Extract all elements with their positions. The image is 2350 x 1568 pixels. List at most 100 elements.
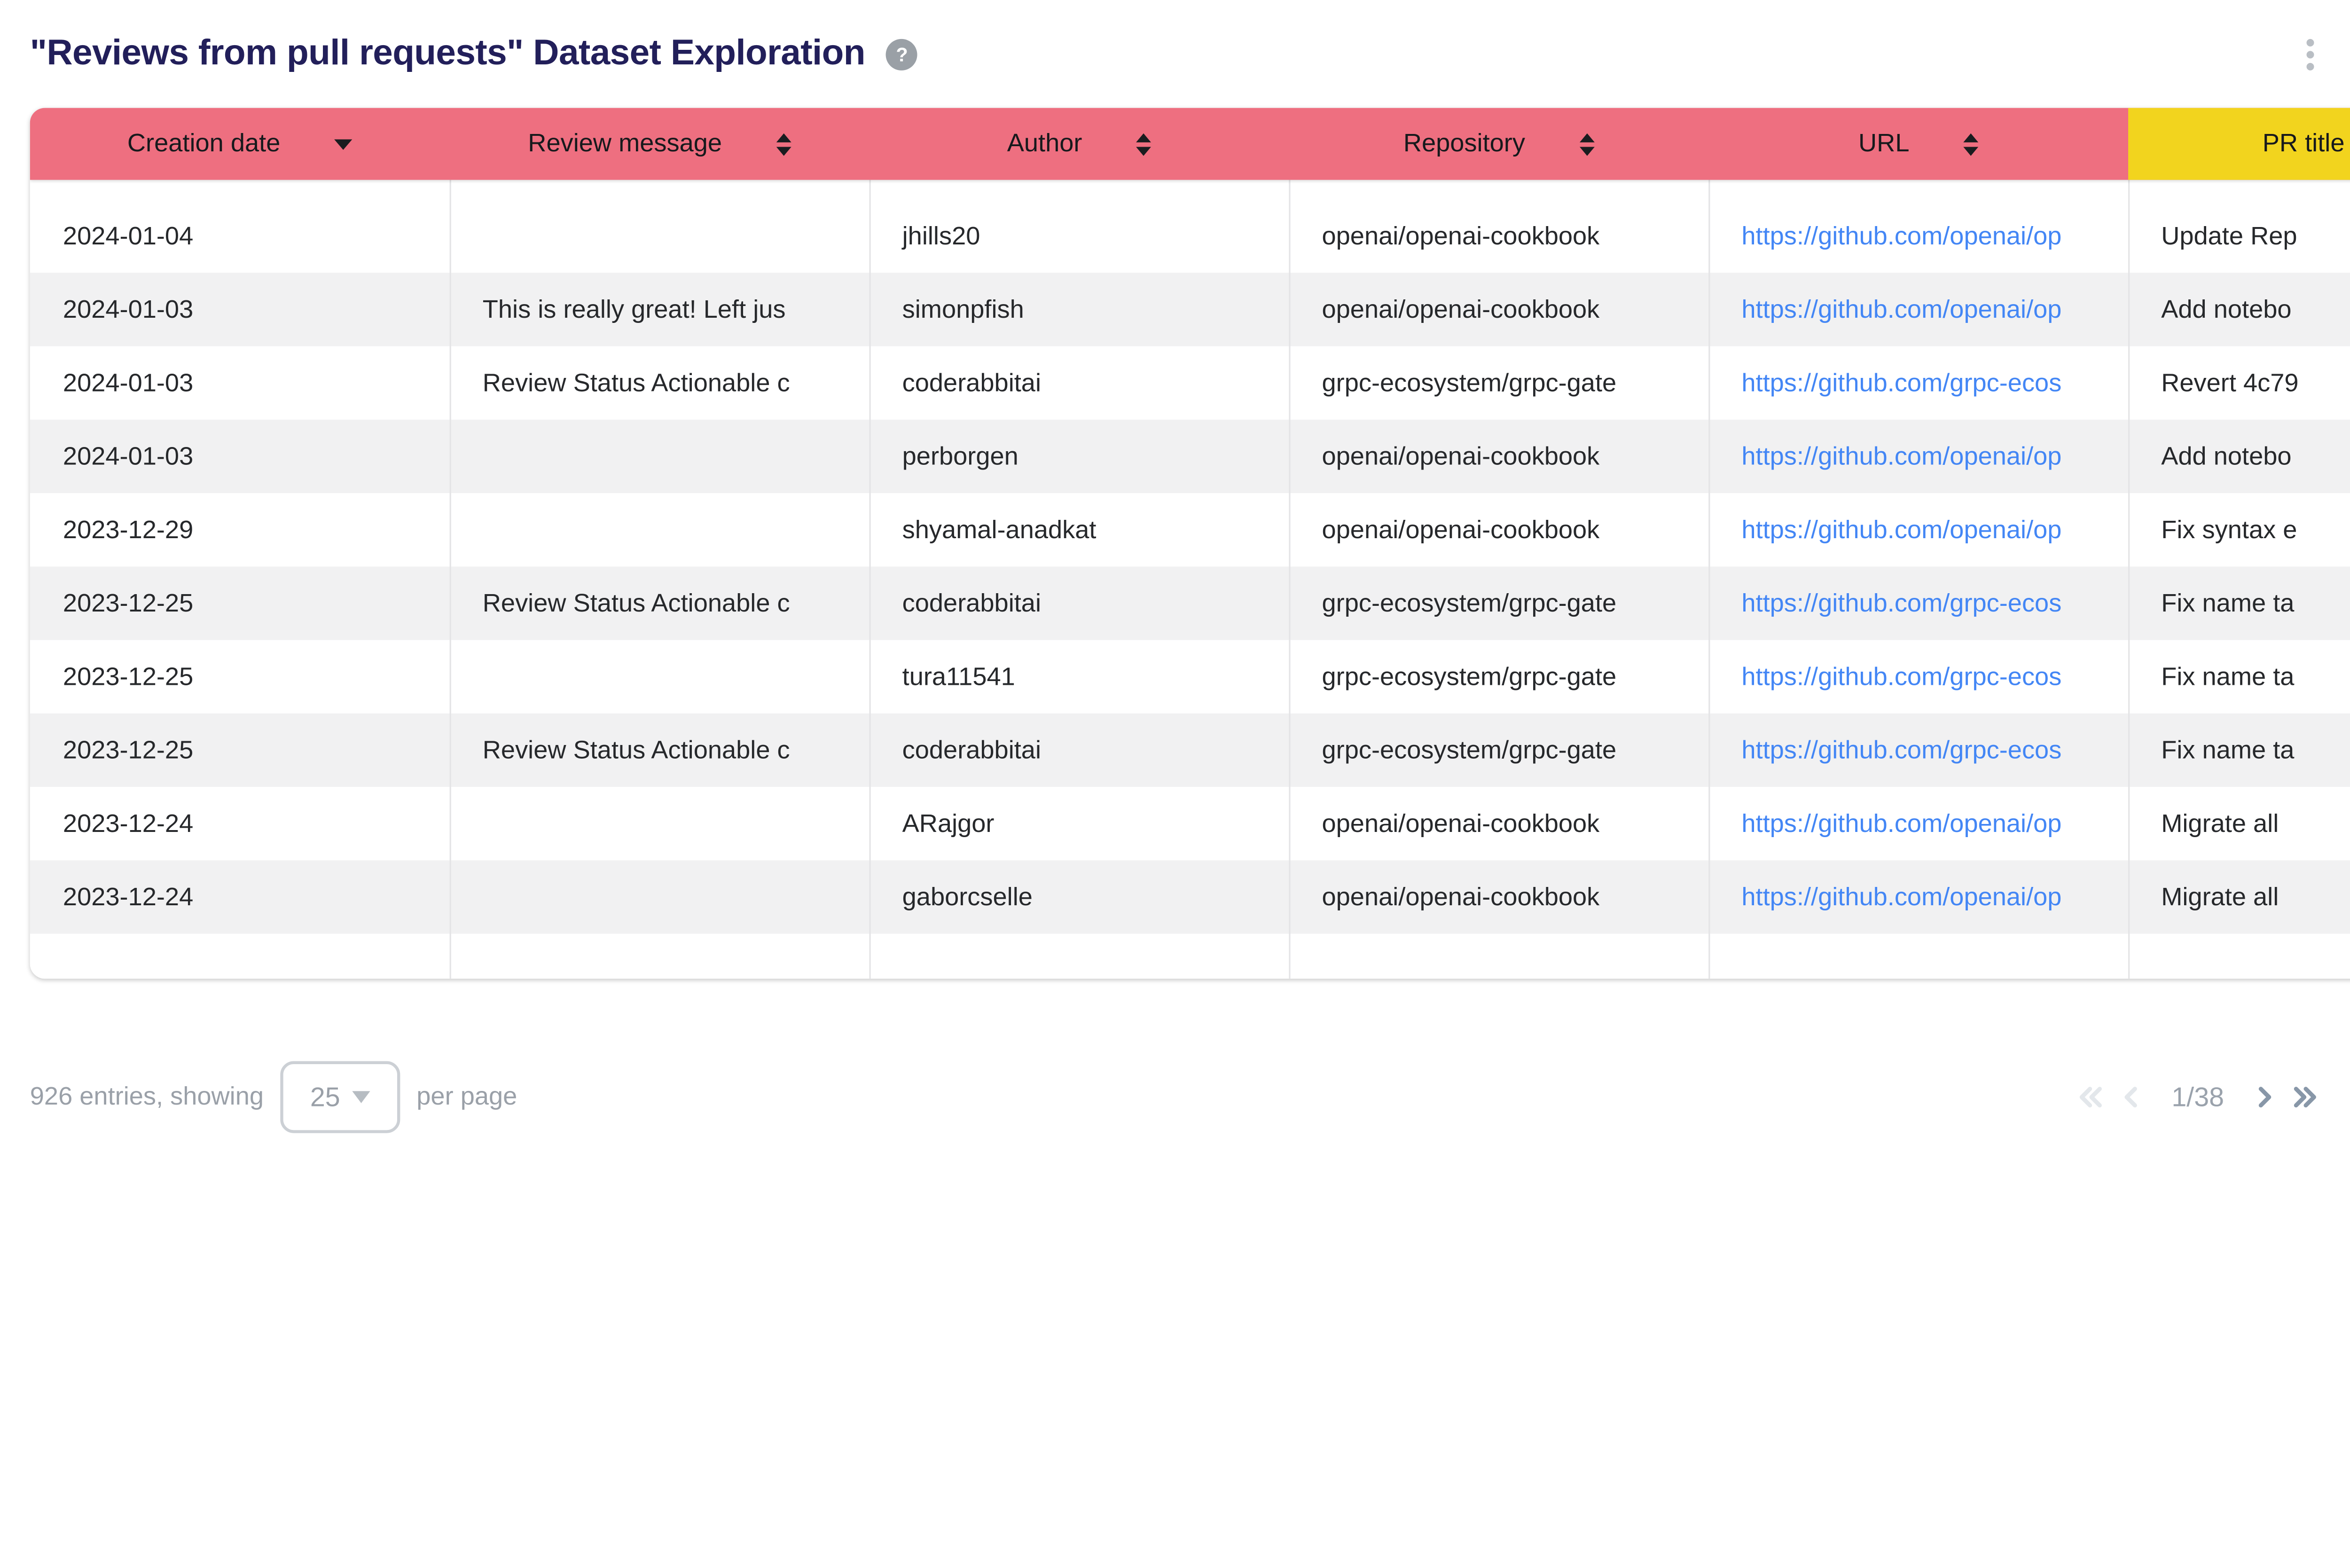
page-size-select[interactable]: 25 bbox=[280, 1061, 400, 1133]
column-header-author[interactable]: Author bbox=[869, 108, 1289, 180]
cell-pr-title: Fix name ta bbox=[2161, 589, 2295, 618]
chevron-down-icon bbox=[352, 1091, 370, 1103]
cell-url-link[interactable]: https://github.com/grpc-ecos bbox=[1741, 662, 2062, 691]
table-row[interactable]: 2023-12-24 gaborcselle openai/openai-coo… bbox=[30, 860, 2350, 934]
cell-url-link[interactable]: https://github.com/grpc-ecos bbox=[1741, 589, 2062, 618]
cell-pr-title: Migrate all bbox=[2161, 809, 2279, 838]
cell-creation-date: 2024-01-03 bbox=[63, 368, 194, 398]
cell-url-link[interactable]: https://github.com/openai/op bbox=[1741, 221, 2062, 251]
cell-review-message bbox=[450, 420, 870, 493]
cell-author: tura11541 bbox=[902, 662, 1015, 691]
cell-url-link[interactable]: https://github.com/openai/op bbox=[1741, 442, 2062, 471]
cell-author: jhills20 bbox=[902, 221, 980, 251]
page-indicator: 1/38 bbox=[2171, 1081, 2225, 1112]
cell-review-message: This is really great! Left jus bbox=[482, 295, 786, 324]
cell-pr-title: Add notebo bbox=[2161, 295, 2292, 324]
column-header-creation-date[interactable]: Creation date bbox=[30, 108, 450, 180]
previous-page-button[interactable] bbox=[2116, 1082, 2146, 1112]
table-row[interactable]: 2024-01-04 jhills20 openai/openai-cookbo… bbox=[30, 199, 2350, 273]
cell-repository: grpc-ecosystem/grpc-gate bbox=[1322, 368, 1617, 398]
cell-url-link[interactable]: https://github.com/grpc-ecos bbox=[1741, 368, 2062, 398]
table-row[interactable]: 2023-12-25 Review Status Actionable c co… bbox=[30, 566, 2350, 640]
column-label: Repository bbox=[1403, 129, 1525, 157]
entries-count-text: 926 entries, showing bbox=[30, 1082, 264, 1111]
cell-review-message: Review Status Actionable c bbox=[482, 589, 790, 618]
cell-author: ARajgor bbox=[902, 809, 995, 838]
cell-repository: openai/openai-cookbook bbox=[1322, 809, 1600, 838]
cell-author: shyamal-anadkat bbox=[902, 515, 1097, 544]
cell-review-message bbox=[450, 199, 870, 273]
per-page-text: per page bbox=[416, 1082, 517, 1111]
sort-icon[interactable] bbox=[1963, 133, 1979, 156]
chevron-left-icon bbox=[2124, 1087, 2137, 1108]
cell-repository: openai/openai-cookbook bbox=[1322, 883, 1600, 911]
first-page-button[interactable] bbox=[2076, 1082, 2106, 1112]
cell-url-link[interactable]: https://github.com/openai/op bbox=[1741, 295, 2062, 324]
cell-creation-date: 2023-12-29 bbox=[63, 515, 194, 544]
page-title: "Reviews from pull requests" Dataset Exp… bbox=[30, 33, 866, 74]
table-row[interactable]: 2024-01-03 This is really great! Left ju… bbox=[30, 273, 2350, 346]
next-page-button[interactable] bbox=[2249, 1082, 2280, 1112]
column-label: PR title bbox=[2262, 129, 2345, 157]
cell-repository: openai/openai-cookbook bbox=[1322, 442, 1600, 471]
double-chevron-left-icon bbox=[2079, 1087, 2102, 1108]
kebab-menu-icon[interactable] bbox=[2301, 35, 2320, 73]
column-header-url[interactable]: URL bbox=[1708, 108, 2128, 180]
cell-url-link[interactable]: https://github.com/openai/op bbox=[1741, 883, 2062, 911]
last-page-button[interactable] bbox=[2290, 1082, 2320, 1112]
column-label: Review message bbox=[528, 129, 722, 157]
table-row[interactable]: 2024-01-03 perborgen openai/openai-cookb… bbox=[30, 419, 2350, 494]
cell-repository: grpc-ecosystem/grpc-gate bbox=[1322, 662, 1617, 691]
cell-review-message bbox=[450, 640, 870, 713]
cell-pr-title: Fix name ta bbox=[2161, 662, 2295, 691]
sort-descending-icon[interactable] bbox=[334, 138, 352, 149]
table-row[interactable]: 2023-12-24 ARajgor openai/openai-cookboo… bbox=[30, 787, 2350, 860]
column-header-repository[interactable]: Repository bbox=[1289, 108, 1708, 180]
sort-icon[interactable] bbox=[776, 133, 791, 156]
table-footer: 926 entries, showing 25 per page 1/38 bbox=[30, 1058, 2320, 1136]
table-row[interactable]: 2023-12-29 shyamal-anadkat openai/openai… bbox=[30, 493, 2350, 566]
cell-pr-title: Add notebo bbox=[2161, 442, 2292, 471]
table-body: 2024-01-04 jhills20 openai/openai-cookbo… bbox=[30, 180, 2350, 979]
cell-review-message: Review Status Actionable c bbox=[482, 368, 790, 398]
cell-repository: openai/openai-cookbook bbox=[1322, 221, 1600, 251]
cell-creation-date: 2024-01-03 bbox=[63, 295, 194, 324]
cell-author: coderabbitai bbox=[902, 368, 1042, 398]
cell-author: perborgen bbox=[902, 442, 1018, 471]
cell-creation-date: 2023-12-25 bbox=[63, 736, 194, 765]
help-icon[interactable]: ? bbox=[886, 38, 918, 70]
sort-icon[interactable] bbox=[1136, 133, 1152, 156]
cell-pr-title: Fix name ta bbox=[2161, 736, 2295, 765]
cell-review-message bbox=[450, 493, 870, 566]
cell-review-message: Review Status Actionable c bbox=[482, 736, 790, 765]
chevron-right-icon bbox=[2258, 1087, 2272, 1108]
double-chevron-right-icon bbox=[2294, 1087, 2316, 1108]
cell-review-message bbox=[450, 787, 870, 860]
cell-repository: openai/openai-cookbook bbox=[1322, 295, 1600, 324]
cell-url-link[interactable]: https://github.com/openai/op bbox=[1741, 809, 2062, 838]
cell-url-link[interactable]: https://github.com/grpc-ecos bbox=[1741, 736, 2062, 765]
cell-author: coderabbitai bbox=[902, 736, 1042, 765]
cell-creation-date: 2024-01-04 bbox=[63, 221, 194, 251]
topbar: "Reviews from pull requests" Dataset Exp… bbox=[30, 27, 2320, 81]
sort-icon[interactable] bbox=[1579, 133, 1594, 156]
column-header-pr-title[interactable]: PR title bbox=[2128, 108, 2350, 180]
cell-author: gaborcselle bbox=[902, 883, 1033, 911]
cell-creation-date: 2023-12-25 bbox=[63, 589, 194, 618]
cell-creation-date: 2023-12-25 bbox=[63, 662, 194, 691]
cell-pr-title: Revert 4c79 bbox=[2161, 368, 2299, 398]
table-row[interactable]: 2023-12-25 Review Status Actionable c co… bbox=[30, 713, 2350, 787]
table-row[interactable]: 2023-12-25 tura11541 grpc-ecosystem/grpc… bbox=[30, 640, 2350, 713]
cell-repository: grpc-ecosystem/grpc-gate bbox=[1322, 736, 1617, 765]
cell-creation-date: 2023-12-24 bbox=[63, 883, 194, 911]
table-header-row: Creation date Review message Author Repo… bbox=[30, 108, 2350, 180]
cell-pr-title: Update Rep bbox=[2161, 221, 2297, 251]
column-header-review-message[interactable]: Review message bbox=[450, 108, 870, 180]
cell-creation-date: 2023-12-24 bbox=[63, 809, 194, 838]
cell-creation-date: 2024-01-03 bbox=[63, 442, 194, 471]
cell-author: coderabbitai bbox=[902, 589, 1042, 618]
cell-url-link[interactable]: https://github.com/openai/op bbox=[1741, 515, 2062, 544]
pagination: 1/38 bbox=[2076, 1082, 2320, 1113]
column-label: Author bbox=[1007, 129, 1082, 157]
table-row[interactable]: 2024-01-03 Review Status Actionable c co… bbox=[30, 346, 2350, 420]
